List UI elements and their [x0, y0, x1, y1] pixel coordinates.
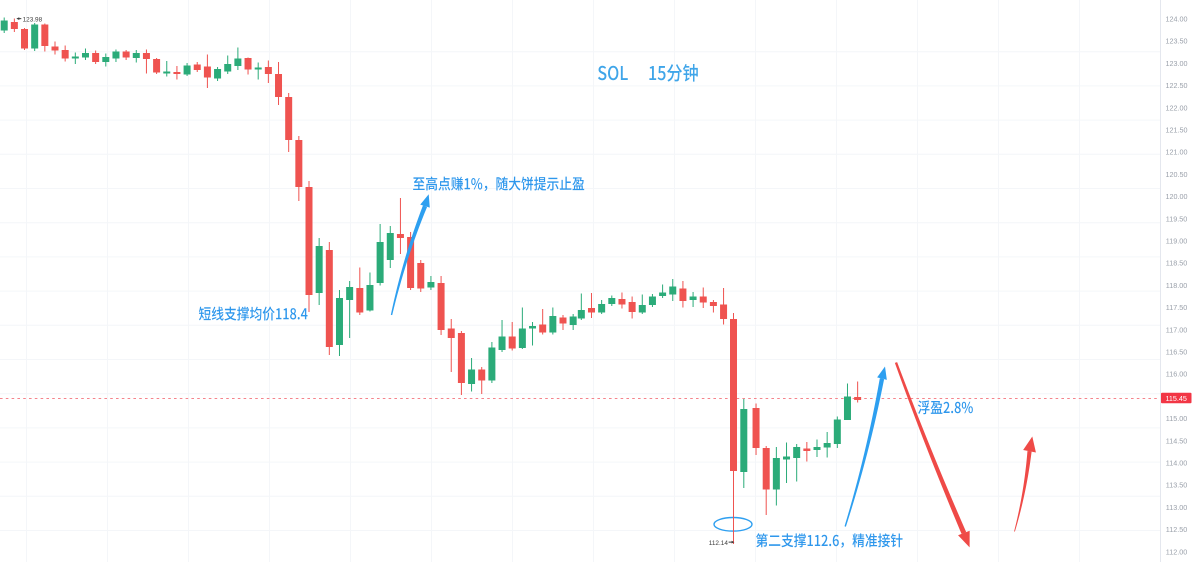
svg-text:119.00: 119.00: [1166, 237, 1187, 246]
svg-text:124.00: 124.00: [1166, 15, 1188, 24]
svg-text:114.50: 114.50: [1166, 436, 1187, 445]
svg-text:112.00: 112.00: [1166, 547, 1187, 556]
svg-text:123.00: 123.00: [1166, 59, 1188, 68]
svg-text:118.00: 118.00: [1166, 281, 1187, 290]
svg-text:122.50: 122.50: [1166, 81, 1188, 90]
svg-text:112.14: 112.14: [709, 540, 729, 547]
svg-text:115.00: 115.00: [1166, 414, 1187, 423]
svg-text:117.50: 117.50: [1166, 303, 1187, 312]
svg-text:120.00: 120.00: [1166, 192, 1188, 201]
svg-text:116.00: 116.00: [1166, 370, 1187, 379]
svg-text:119.50: 119.50: [1166, 214, 1187, 223]
svg-text:120.50: 120.50: [1166, 170, 1188, 179]
svg-text:113.00: 113.00: [1166, 503, 1187, 512]
svg-text:122.00: 122.00: [1166, 103, 1188, 112]
svg-text:123.50: 123.50: [1166, 37, 1188, 46]
svg-text:114.00: 114.00: [1166, 459, 1187, 468]
svg-text:115.45: 115.45: [1165, 394, 1186, 403]
svg-text:113.50: 113.50: [1166, 481, 1187, 490]
svg-text:123.98: 123.98: [23, 16, 43, 23]
svg-text:121.50: 121.50: [1166, 126, 1188, 135]
svg-text:121.00: 121.00: [1166, 148, 1188, 157]
svg-text:117.00: 117.00: [1166, 325, 1187, 334]
svg-text:116.50: 116.50: [1166, 348, 1187, 357]
svg-text:118.50: 118.50: [1166, 259, 1187, 268]
svg-text:112.50: 112.50: [1166, 525, 1187, 534]
